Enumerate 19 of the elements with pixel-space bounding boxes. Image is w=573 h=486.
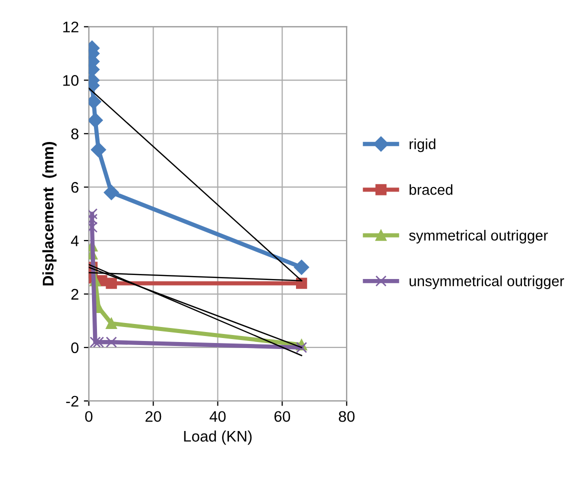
x-tick-label: 0 xyxy=(85,411,92,422)
y-tick-label: -2 xyxy=(66,396,78,406)
y-tick-label: 10 xyxy=(63,75,78,86)
x-tick-label: 40 xyxy=(210,411,226,422)
y-axis-title: Displacement (mm) xyxy=(42,142,57,286)
x-axis-title: Load (KN) xyxy=(184,430,252,445)
y-tick-label: 6 xyxy=(71,182,78,193)
legend-label: rigid xyxy=(410,138,436,152)
x-tick-label: 80 xyxy=(338,411,355,422)
legend-label: braced xyxy=(410,184,452,195)
y-tick-label: 4 xyxy=(70,236,79,246)
y-tick-label: 8 xyxy=(71,128,78,140)
x-tick-label: 20 xyxy=(146,411,162,422)
y-tick-label: 2 xyxy=(71,288,78,300)
y-tick-label: 0 xyxy=(71,342,78,354)
legend-label: symmetrical outrigger xyxy=(409,230,548,244)
legend-label: unsymmetrical outrigger xyxy=(410,276,564,290)
y-tick-label: 12 xyxy=(63,22,78,32)
x-tick-label: 60 xyxy=(274,411,290,422)
